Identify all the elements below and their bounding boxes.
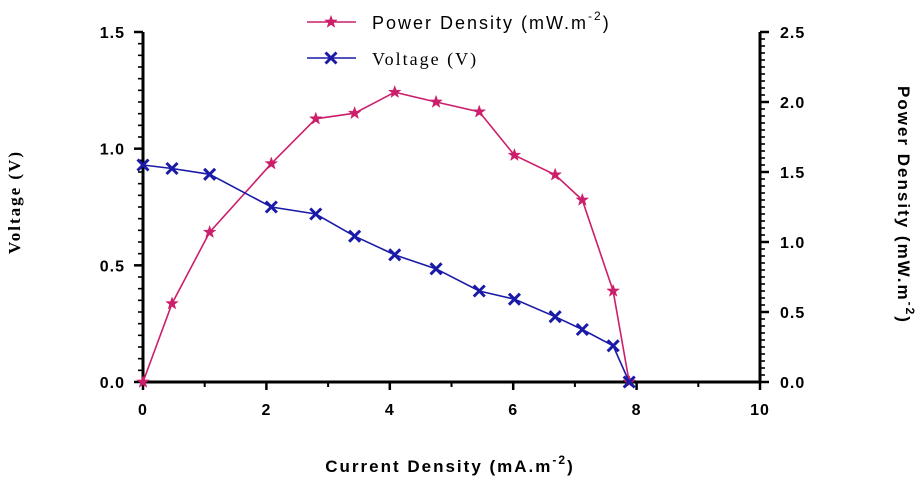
data-point-voltage — [472, 284, 486, 298]
svg-text:Current Density (mA.m-2): Current Density (mA.m-2) — [325, 453, 574, 476]
data-point-power-density — [165, 296, 179, 310]
data-point-power-density — [387, 84, 402, 99]
data-point-voltage — [348, 229, 362, 243]
x-tick-label: 2 — [261, 402, 271, 419]
data-point-voltage-stroke-b — [136, 158, 150, 172]
legend-x-marker — [324, 51, 338, 65]
x-axis-title-end: ) — [567, 457, 575, 476]
y-right-tick-label: 0.0 — [780, 375, 805, 392]
series-layer — [136, 84, 637, 389]
data-point-voltage-stroke-b — [472, 284, 486, 298]
data-point-voltage — [548, 310, 562, 324]
svg-text:Power Density (mW.m-2): Power Density (mW.m-2) — [372, 9, 611, 33]
data-point-voltage-stroke-b — [309, 207, 323, 221]
x-tick-label: 8 — [632, 402, 642, 419]
x-tick-label: 0 — [138, 402, 148, 419]
data-point-voltage-stroke-b — [606, 339, 620, 353]
data-point-voltage — [309, 207, 323, 221]
legend-item-power-density: Power Density (mW.m-2) — [307, 9, 611, 33]
data-point-voltage — [388, 248, 402, 262]
y-right-tick-label: 1.0 — [780, 235, 805, 252]
data-point-voltage-stroke-b — [429, 262, 443, 276]
y-left-tick-label: 0.0 — [100, 375, 125, 392]
legend-x-marker-stroke-b — [324, 51, 338, 65]
data-point-voltage — [203, 167, 217, 181]
y-right-axis-title-main: Power Density (mW.m — [894, 86, 913, 302]
data-point-voltage — [622, 375, 636, 389]
data-point-power-density — [264, 156, 279, 170]
x-tick-label: 10 — [750, 402, 770, 419]
data-point-power-density — [472, 104, 487, 118]
data-point-power-density — [136, 374, 150, 388]
data-point-voltage — [136, 158, 150, 172]
x-axis-title-sup: -2 — [552, 453, 567, 467]
legend-label-voltage: Voltage (V) — [372, 49, 478, 70]
y-left-axis-title: Voltage (V) — [5, 150, 24, 254]
y-right-axis-title-sup: -2 — [903, 302, 917, 317]
data-point-power-density — [347, 105, 362, 120]
data-point-voltage — [165, 161, 179, 176]
legend-label-power-density: Power Density (mW.m — [372, 13, 588, 33]
legend-star-icon — [324, 14, 338, 28]
legend-x-icon — [324, 51, 338, 65]
data-point-power-density — [308, 111, 323, 125]
legend-item-voltage: Voltage (V) — [307, 49, 478, 70]
data-point-voltage-stroke-b — [165, 161, 179, 176]
data-point-voltage-stroke-b — [575, 322, 589, 337]
series-line-power-density — [142, 91, 630, 383]
data-point-voltage — [264, 200, 278, 214]
svg-text:Power Density (mW.m-2): Power Density (mW.m-2) — [894, 86, 917, 324]
y-left-tick-label: 1.0 — [100, 142, 125, 159]
data-point-voltage — [575, 322, 589, 337]
x-tick-label: 4 — [385, 402, 395, 419]
series-line-voltage — [142, 164, 630, 383]
x-axis-title: Current Density (mA.m-2) — [325, 453, 574, 476]
legend: Power Density (mW.m-2) Voltage (V) — [307, 9, 611, 70]
data-point-power-density — [606, 283, 621, 297]
y-left-tick-label: 1.5 — [100, 25, 125, 42]
data-point-voltage — [507, 292, 521, 306]
axes: 0 2 4 6 8 10 0.0 0.5 1.0 1.5 0.0 0.5 1.0 1.5 2.0 2.5 — [100, 25, 805, 419]
data-point-voltage-stroke-b — [264, 200, 278, 214]
series-power-density — [136, 84, 637, 388]
data-point-voltage-stroke-b — [507, 292, 521, 306]
y-right-tick-label: 2.0 — [780, 95, 805, 112]
y-right-axis-title-end: ) — [894, 316, 913, 324]
data-point-power-density — [429, 94, 443, 108]
data-point-power-density — [202, 224, 217, 239]
data-point-voltage-stroke-b — [388, 248, 402, 262]
series-voltage — [136, 158, 636, 389]
y-right-axis-title: Power Density (mW.m-2) — [894, 86, 917, 324]
data-point-power-density — [507, 147, 522, 162]
legend-label-power-density-sup: -2 — [588, 9, 603, 23]
data-point-voltage — [606, 339, 620, 353]
x-tick-label: 6 — [508, 402, 518, 419]
y-right-tick-label: 0.5 — [780, 305, 805, 322]
legend-star-marker — [324, 14, 338, 28]
data-point-power-density — [548, 167, 563, 181]
data-point-voltage-stroke-b — [622, 375, 636, 389]
data-point-voltage-stroke-b — [548, 310, 562, 324]
data-point-voltage — [429, 262, 443, 276]
data-point-voltage-stroke-b — [203, 167, 217, 181]
data-point-voltage-stroke-b — [348, 229, 362, 243]
y-right-tick-label: 2.5 — [780, 25, 805, 42]
y-left-tick-label: 0.5 — [100, 258, 125, 275]
data-point-power-density — [575, 192, 590, 206]
x-axis-title-main: Current Density (mA.m — [325, 457, 552, 476]
y-right-tick-label: 1.5 — [780, 165, 805, 182]
legend-label-power-density-end: ) — [603, 13, 611, 33]
